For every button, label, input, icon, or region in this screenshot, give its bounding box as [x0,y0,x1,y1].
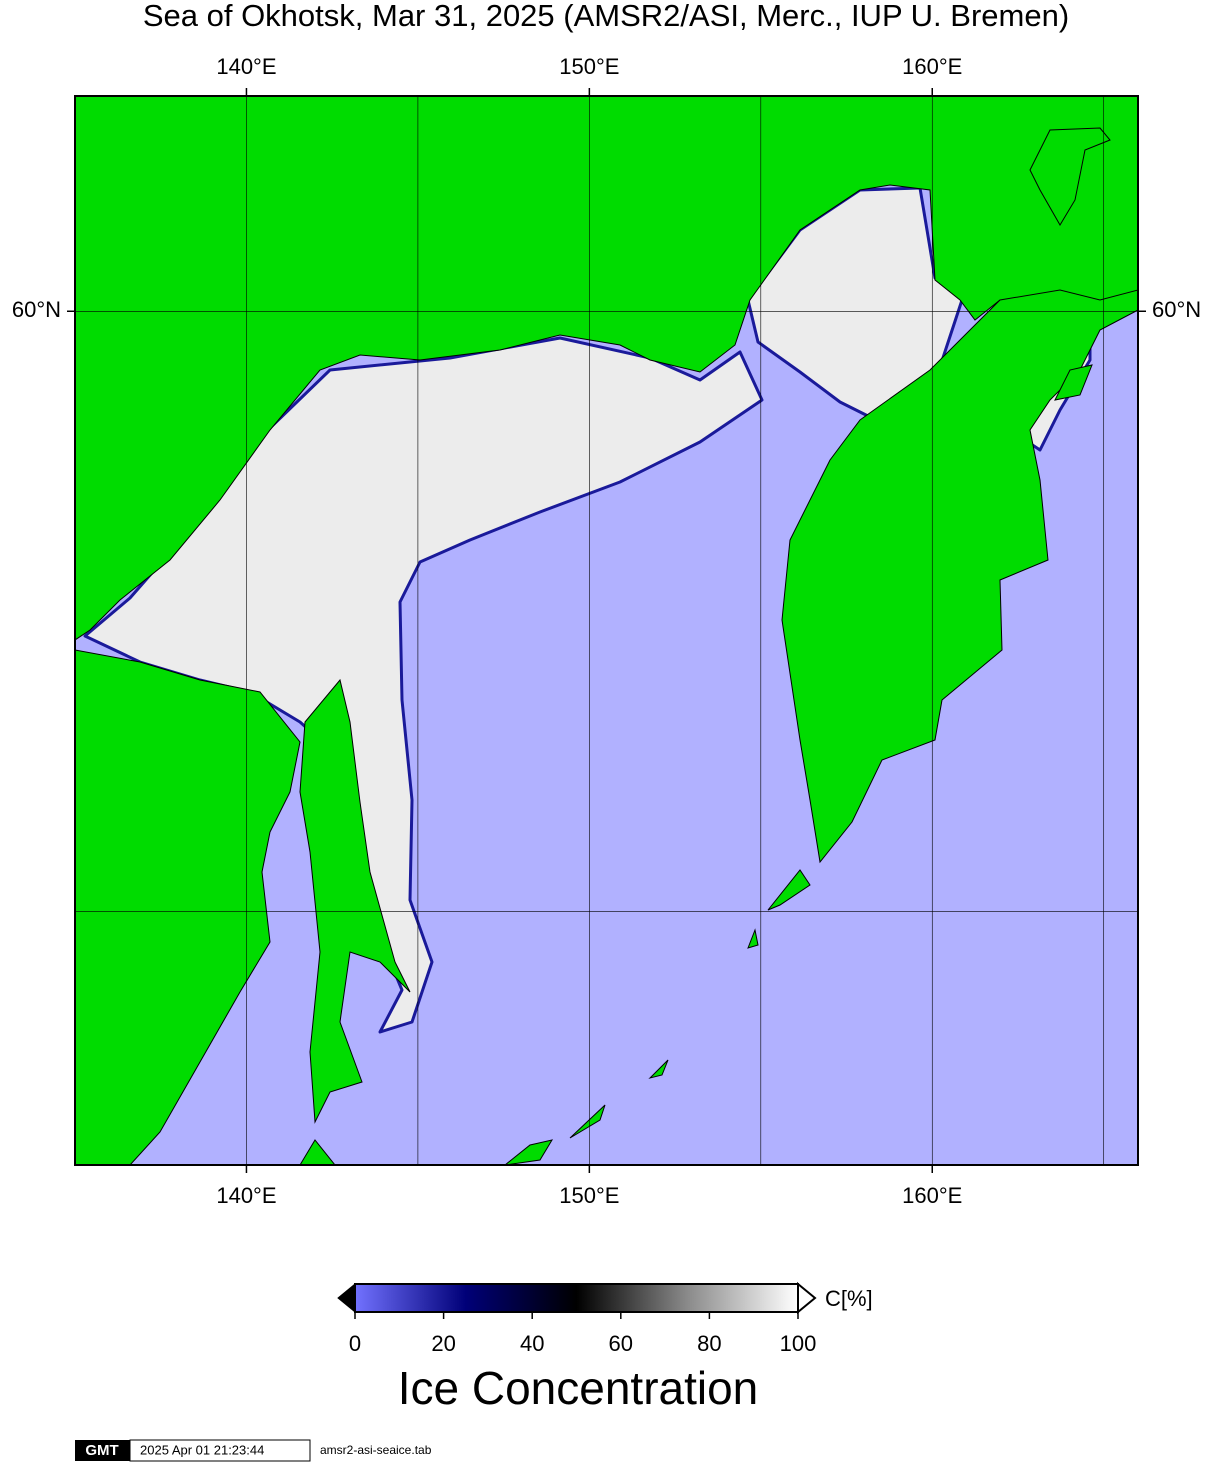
land [504,1139,554,1165]
colorbar-tick-label: 80 [697,1331,721,1356]
colorbar-unit: C[%] [825,1286,873,1311]
title: Sea of Okhotsk, Mar 31, 2025 (AMSR2/ASI,… [143,0,1069,33]
lon-label: 150°E [559,54,619,79]
lon-label: 140°E [216,1183,276,1208]
lon-label: 160°E [902,54,962,79]
map-frame [74,95,1139,1166]
lon-label: 150°E [559,1183,619,1208]
land [1054,364,1093,401]
land [569,1104,606,1139]
lon-label: 160°E [902,1183,962,1208]
land [75,649,301,1165]
land [1029,127,1111,226]
colorbar-over [797,1281,817,1315]
colorbar-title: Ice Concentration [398,1362,759,1414]
lat-label: 60°N [1152,297,1201,322]
file-name: amsr2-asi-seaice.tab [320,1443,432,1457]
timestamp: 2025 Apr 01 21:23:44 [140,1442,264,1457]
land [781,289,1138,864]
land [648,1059,669,1079]
map [75,96,1138,1165]
colorbar-tick-label: 0 [349,1331,361,1356]
logo-box [75,1440,130,1461]
land [747,928,759,949]
lon-label: 140°E [216,54,276,79]
logo: GMT [85,1442,118,1459]
timestamp-box [129,1439,311,1462]
land [299,678,411,1124]
colorbar-under [337,1282,356,1314]
colorbar-tick-label: 20 [431,1331,455,1356]
colorbar-tick-label: 100 [780,1331,817,1356]
land [767,869,811,911]
colorbar [354,1283,799,1313]
colorbar-tick-label: 40 [520,1331,544,1356]
colorbar-tick-label: 60 [609,1331,633,1356]
lat-label: 60°N [12,297,61,322]
land [299,1139,336,1165]
